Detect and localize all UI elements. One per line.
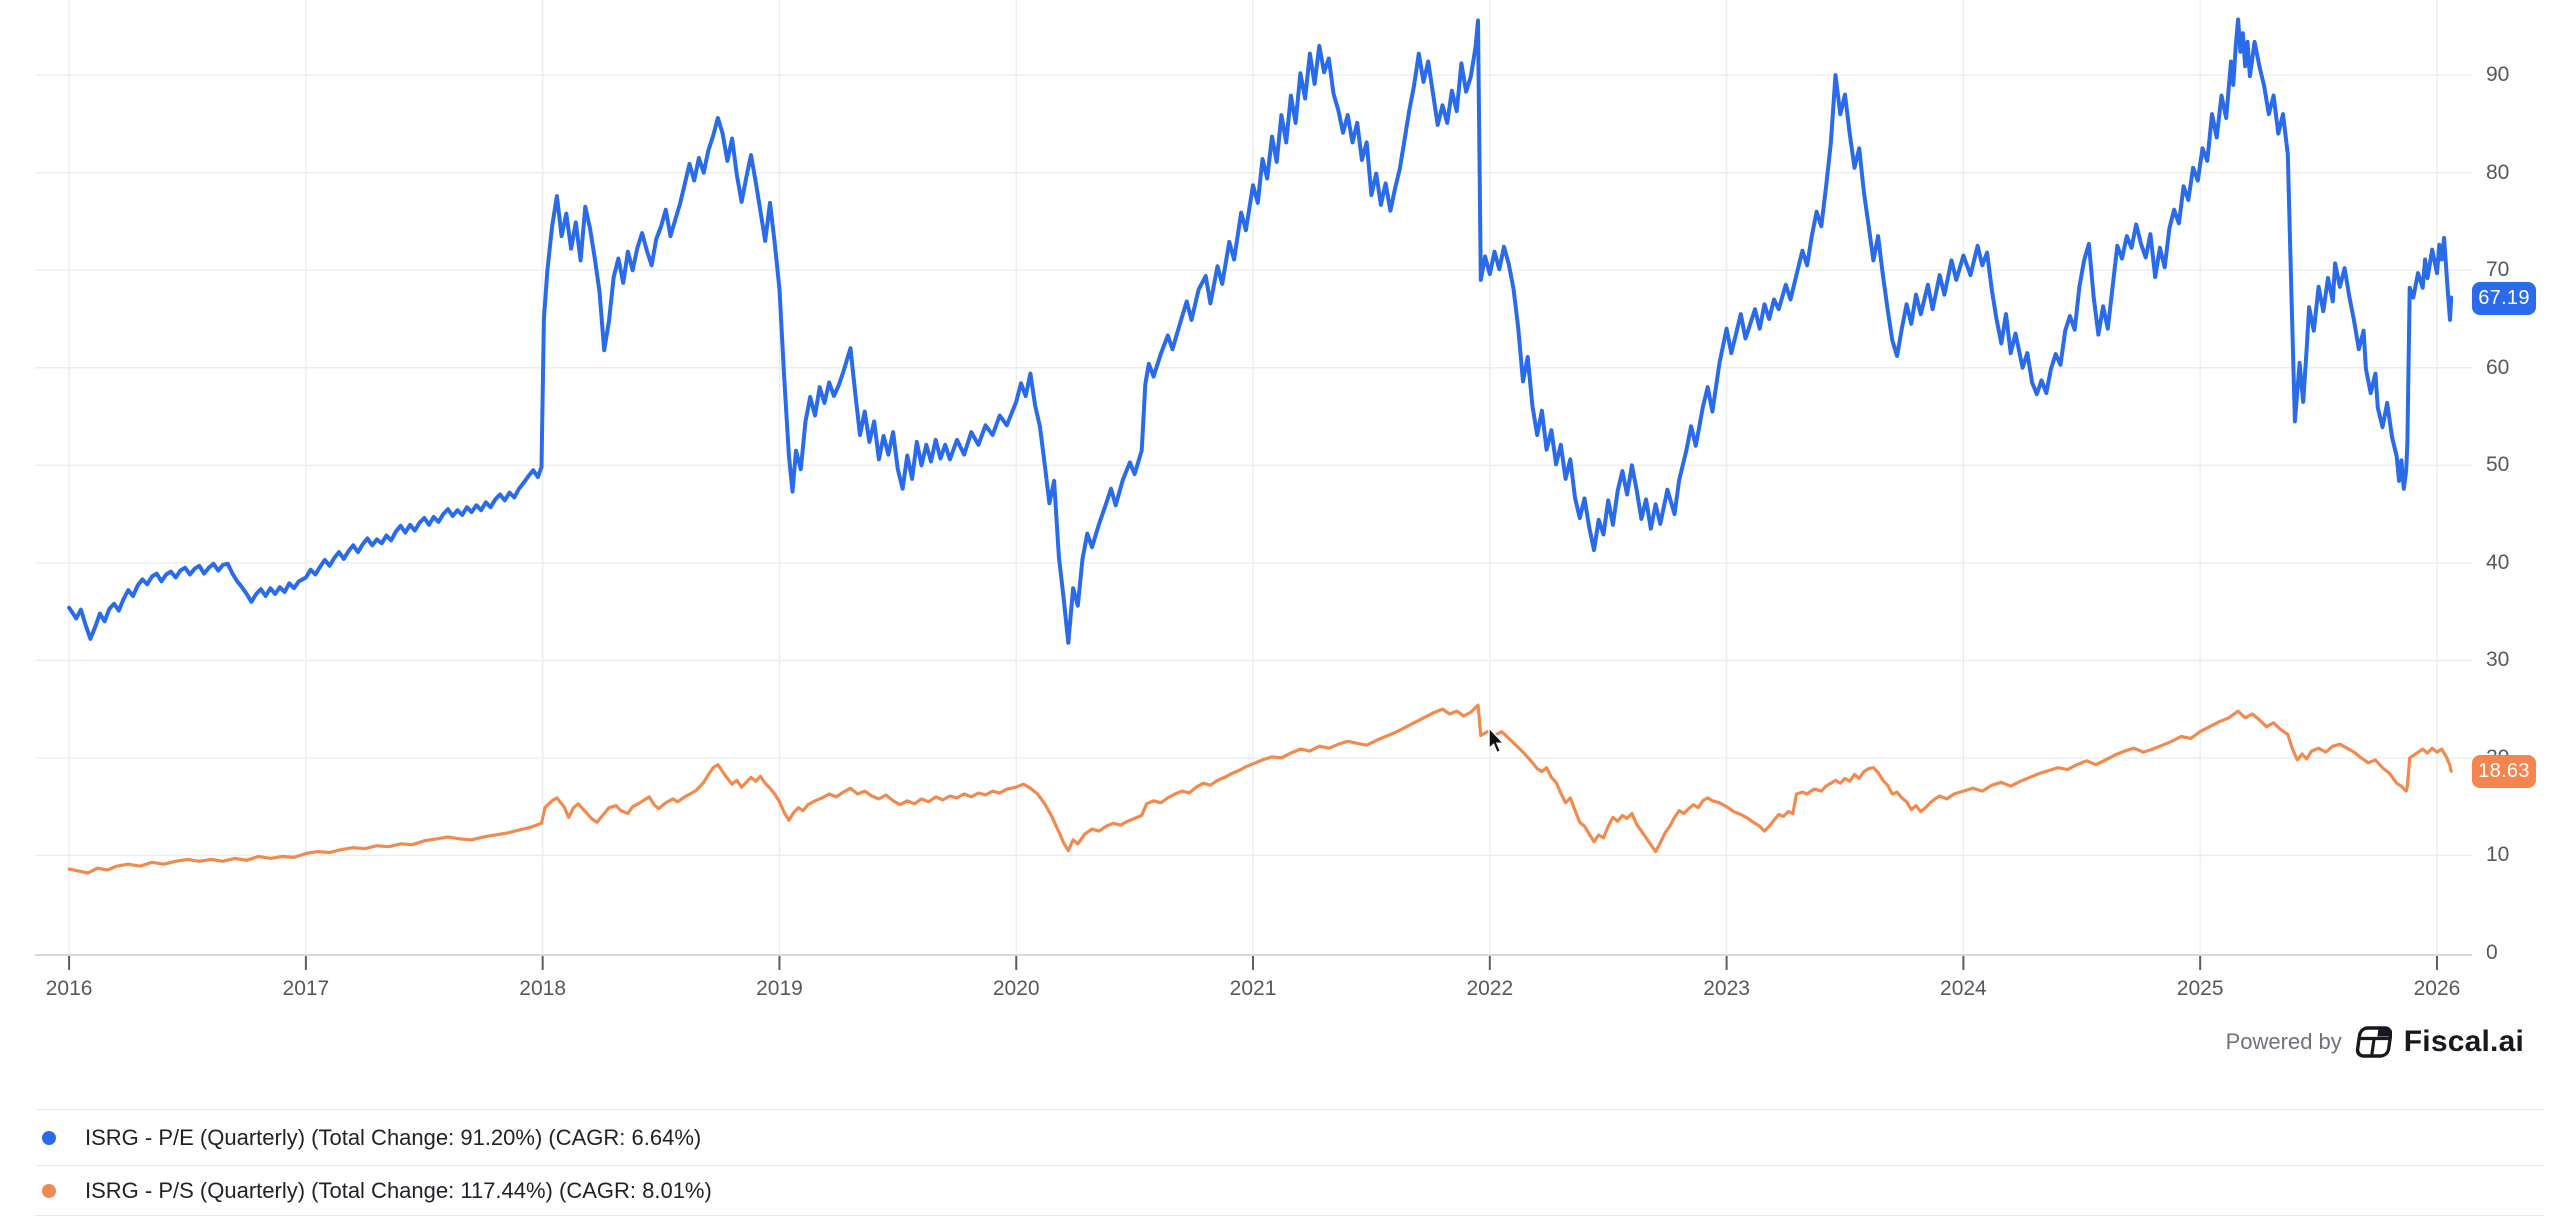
x-tick-label: 2019 <box>756 977 803 1000</box>
x-tick-label: 2020 <box>992 977 1040 1000</box>
y-tick-label: 30 <box>2486 648 2510 672</box>
x-tick-label: 2023 <box>1703 977 1750 1000</box>
ps-last-value-badge: 18.63 <box>2472 755 2536 789</box>
x-tick-label: 2022 <box>1466 977 1514 1000</box>
fiscal-logo-icon <box>2354 1025 2392 1059</box>
x-tick-label: 2016 <box>45 977 93 1000</box>
x-tick-label: 2017 <box>282 977 330 1000</box>
legend-item-ps[interactable]: ISRG - P/S (Quarterly) (Total Change: 11… <box>0 1166 2560 1215</box>
ps-legend-label: ISRG - P/S (Quarterly) (Total Change: 11… <box>85 1177 712 1203</box>
y-tick-label: 80 <box>2486 160 2510 184</box>
y-tick-label: 10 <box>2486 843 2510 867</box>
y-tick-label: 40 <box>2486 550 2510 574</box>
ps-series-dot-icon <box>42 1183 56 1198</box>
y-tick-label: 50 <box>2486 453 2510 477</box>
pe-series-dot-icon <box>42 1130 56 1145</box>
legend-item-pe[interactable]: ISRG - P/E (Quarterly) (Total Change: 91… <box>0 1110 2560 1165</box>
y-tick-label: 90 <box>2486 63 2510 87</box>
powered-by-label: Powered by <box>2225 1029 2342 1054</box>
pe-last-value-badge: 67.19 <box>2472 281 2536 315</box>
x-tick-label: 2018 <box>519 977 567 1000</box>
branding[interactable]: Powered by Fiscal.ai <box>2226 1022 2524 1062</box>
x-tick-label: 2026 <box>2413 977 2461 1000</box>
pe-legend-label: ISRG - P/E (Quarterly) (Total Change: 91… <box>85 1124 702 1150</box>
legend-divider-middle <box>35 1165 2544 1166</box>
y-tick-label: 70 <box>2486 258 2510 282</box>
x-tick-label: 2021 <box>1229 977 1277 1000</box>
legend-divider-top <box>35 1109 2544 1110</box>
brand-name: Fiscal.ai <box>2403 1025 2524 1058</box>
x-tick-label: 2025 <box>2176 977 2224 1000</box>
x-tick-label: 2024 <box>1940 977 1987 1000</box>
y-tick-label: 60 <box>2486 355 2510 379</box>
y-tick-label: 0 <box>2486 941 2498 964</box>
mouse-cursor-icon <box>1488 726 1514 761</box>
